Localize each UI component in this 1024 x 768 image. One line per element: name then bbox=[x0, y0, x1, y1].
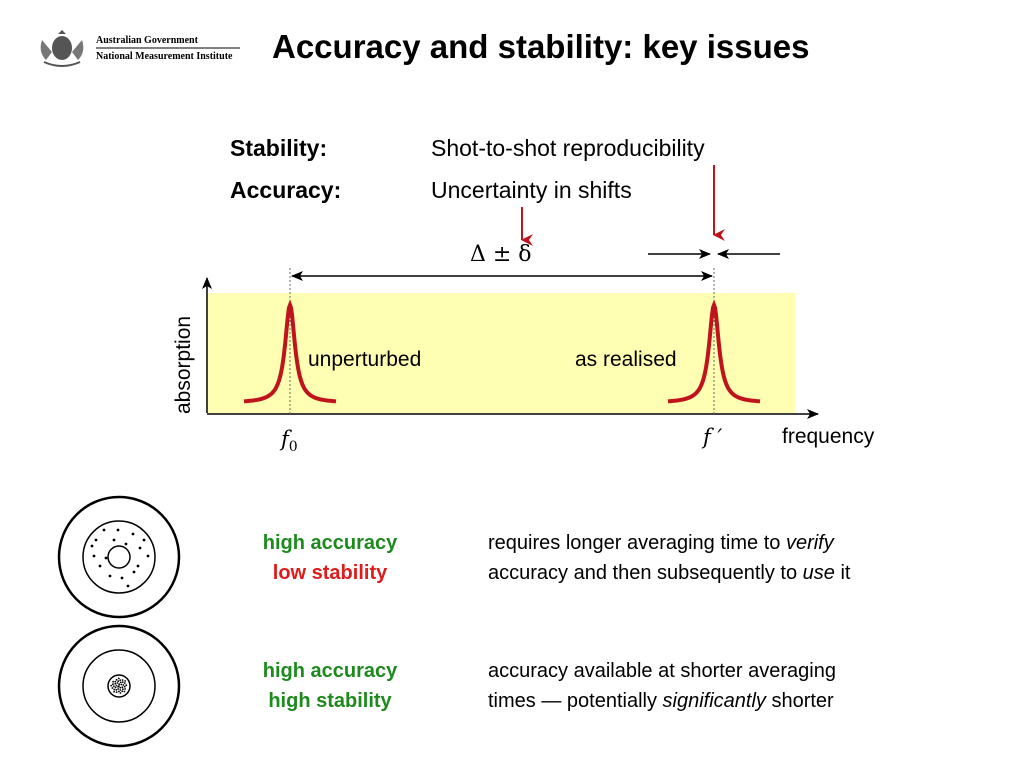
unperturbed-peak bbox=[243, 299, 337, 404]
peak-right-label: as realised bbox=[575, 348, 677, 371]
cluster-dot bbox=[118, 683, 121, 686]
case-1-stability: low stability bbox=[272, 562, 388, 584]
logo-line-1: Australian Government bbox=[96, 35, 198, 46]
cluster-dot bbox=[117, 677, 120, 680]
scatter-dot bbox=[146, 554, 150, 558]
scatter-dot bbox=[94, 538, 98, 542]
scatter-dot bbox=[112, 538, 116, 542]
case-1-description: requires longer averaging time to verify… bbox=[488, 532, 851, 584]
accuracy-term: Accuracy: bbox=[230, 177, 342, 203]
coat-of-arms-icon bbox=[40, 30, 84, 67]
cluster-dot bbox=[114, 682, 117, 685]
scatter-dot bbox=[104, 556, 108, 560]
cluster-dot bbox=[121, 681, 124, 683]
scatter-dot bbox=[102, 528, 106, 532]
shift-label: Δ ± δ bbox=[470, 242, 532, 267]
case-2-accuracy: high accuracy bbox=[262, 660, 398, 682]
scatter-dot bbox=[92, 554, 96, 558]
f0-tick-label: f0 bbox=[281, 427, 298, 456]
scatter-dot bbox=[126, 584, 130, 588]
cluster-dot bbox=[125, 684, 128, 687]
cluster-dot bbox=[123, 690, 126, 693]
logo-line-2: National Measurement Institute bbox=[96, 51, 233, 62]
scatter-dot bbox=[90, 544, 94, 548]
cluster-dot bbox=[115, 689, 118, 691]
cluster-dot bbox=[122, 688, 124, 691]
cluster-dot bbox=[112, 685, 115, 688]
cluster-dot bbox=[112, 683, 114, 686]
y-axis-label: absorption bbox=[172, 315, 195, 414]
stability-term: Stability: bbox=[230, 135, 328, 161]
scatter-dot bbox=[124, 542, 128, 546]
cluster-dot bbox=[123, 685, 126, 688]
cluster-dot bbox=[115, 691, 118, 693]
scatter-dot bbox=[132, 570, 136, 574]
case-2-stability: high stability bbox=[268, 690, 392, 712]
target-low-stability bbox=[57, 495, 181, 619]
cluster-dot bbox=[119, 686, 122, 689]
scatter-dot bbox=[116, 528, 120, 532]
cluster-dot bbox=[117, 686, 119, 688]
case-1-labels: high accuracy low stability bbox=[230, 528, 430, 588]
scatter-dot bbox=[131, 532, 135, 536]
cluster-dot bbox=[117, 690, 120, 693]
fprime-tick-label: f ′ bbox=[703, 425, 723, 449]
scatter-dot bbox=[98, 564, 102, 568]
cluster-dot bbox=[115, 684, 118, 687]
case-2-description: accuracy available at shorter averaging … bbox=[488, 660, 836, 712]
cluster-dot bbox=[114, 680, 117, 683]
cluster-dot bbox=[121, 690, 124, 693]
peak-left-label: unperturbed bbox=[308, 348, 422, 371]
cluster-dot bbox=[121, 679, 124, 681]
cluster-dot bbox=[117, 680, 120, 683]
case-2-labels: high accuracy high stability bbox=[230, 656, 430, 716]
cluster-dot bbox=[124, 688, 126, 690]
cluster-dot bbox=[119, 681, 122, 684]
realised-peak bbox=[667, 299, 761, 404]
scatter-dot bbox=[120, 576, 124, 580]
scatter-dot bbox=[108, 574, 112, 578]
cluster-dot bbox=[115, 678, 118, 681]
cluster-dot bbox=[119, 679, 122, 681]
scatter-dot bbox=[142, 538, 146, 542]
cluster-dot bbox=[120, 683, 123, 686]
slide-title: Accuracy and stability: key issues bbox=[272, 28, 810, 65]
cluster-dot bbox=[112, 680, 114, 683]
stability-meaning: Shot-to-shot reproducibility bbox=[431, 135, 705, 161]
cluster-dot bbox=[119, 689, 122, 691]
cluster-dot bbox=[114, 686, 117, 689]
cluster-dot bbox=[113, 688, 116, 691]
cluster-dot bbox=[121, 686, 124, 689]
cluster-dot bbox=[110, 684, 113, 687]
case-1-accuracy: high accuracy bbox=[262, 532, 398, 554]
x-axis-label: frequency bbox=[782, 425, 875, 448]
scatter-dot bbox=[136, 564, 140, 568]
cluster-dot bbox=[122, 684, 125, 686]
cluster-dot bbox=[113, 690, 115, 693]
scatter-dot bbox=[138, 546, 142, 550]
cluster-dot bbox=[111, 687, 114, 689]
target-high-stability bbox=[57, 624, 181, 748]
cluster-dot bbox=[119, 692, 122, 694]
accuracy-meaning: Uncertainty in shifts bbox=[431, 177, 632, 203]
cluster-dot bbox=[116, 682, 119, 684]
cluster-dot bbox=[117, 688, 120, 690]
cluster-dot bbox=[124, 680, 126, 682]
cluster-dot bbox=[123, 682, 126, 684]
